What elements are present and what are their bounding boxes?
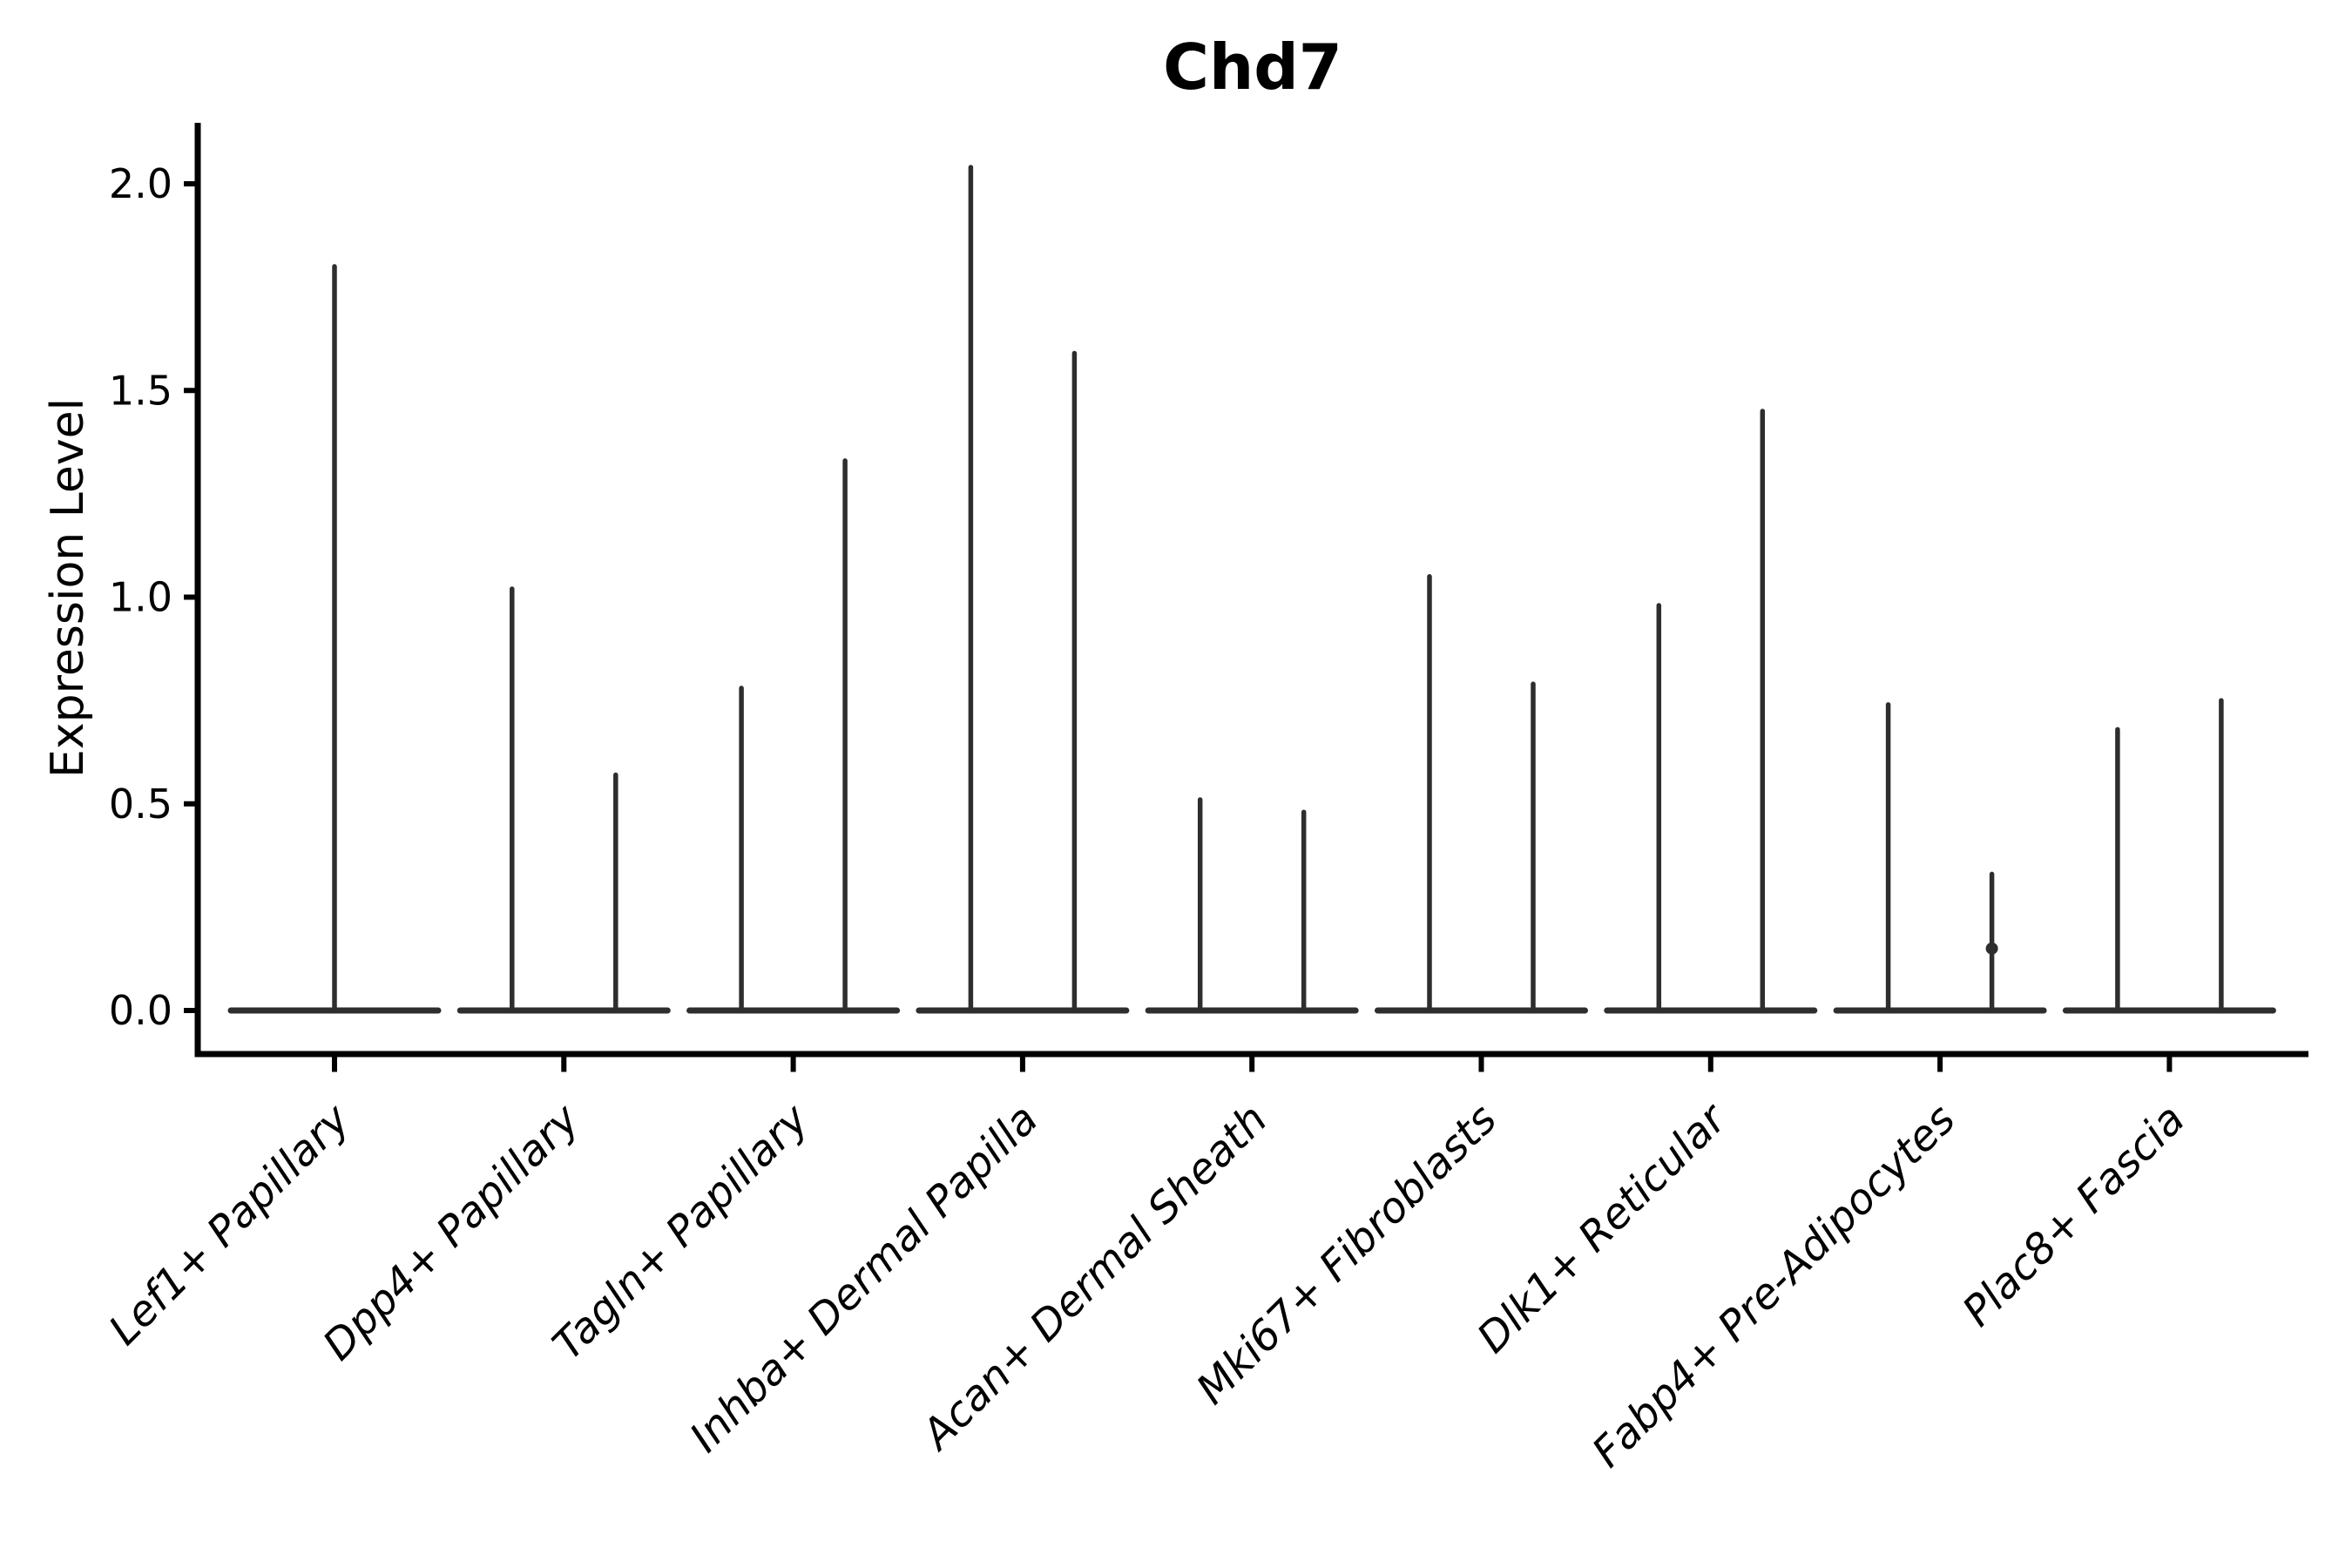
violin-group-tagln-papillary [686, 458, 901, 1014]
x-tick-label-dpp4-papillary: Dpp4+ Papillary [314, 1094, 589, 1369]
y-tick-label: 0.5 [109, 781, 172, 828]
x-tick-label-tagln-papillary: Tagln+ Papillary [544, 1094, 819, 1369]
violin-group-dlk1-reticular [1604, 409, 1818, 1014]
x-tick-label-lef1-papillary: Lef1+ Papillary [99, 1094, 360, 1355]
x-tick-label-plac8-fascia: Plac8+ Fascia [1953, 1095, 2194, 1336]
violin-group-mki67-fibroblasts [1375, 574, 1588, 1014]
violin-group-plac8-fascia [2062, 698, 2276, 1014]
violin-group-lef1-papillary [227, 264, 442, 1014]
y-tick-label: 0.0 [109, 987, 172, 1034]
y-tick-label: 1.5 [109, 367, 172, 414]
violin-group-acan-dermal-sheath [1145, 797, 1359, 1014]
violin-group-dpp4-papillary [456, 586, 671, 1014]
y-axis-label: Expression Level [42, 398, 94, 778]
violin-group-fabp4-pre-adipocytes [1833, 702, 2047, 1014]
y-tick-label: 2.0 [109, 160, 172, 207]
chart-title: Chd7 [1163, 30, 1342, 104]
x-tick-label-fabp4-pre-adipocytes: Fabp4+ Pre-Adipocytes [1583, 1095, 1965, 1477]
jitter-dot [1985, 942, 1998, 955]
violin-group-inhba-dermal-papilla [916, 165, 1130, 1014]
y-tick-label: 1.0 [109, 574, 172, 621]
axes-layer: 0.0 0.5 1.0 1.5 2.0 [109, 123, 2308, 1072]
violin-layer [227, 165, 2276, 1014]
x-tick-label-dlk1-reticular: Dlk1+ Reticular [1468, 1093, 1738, 1363]
